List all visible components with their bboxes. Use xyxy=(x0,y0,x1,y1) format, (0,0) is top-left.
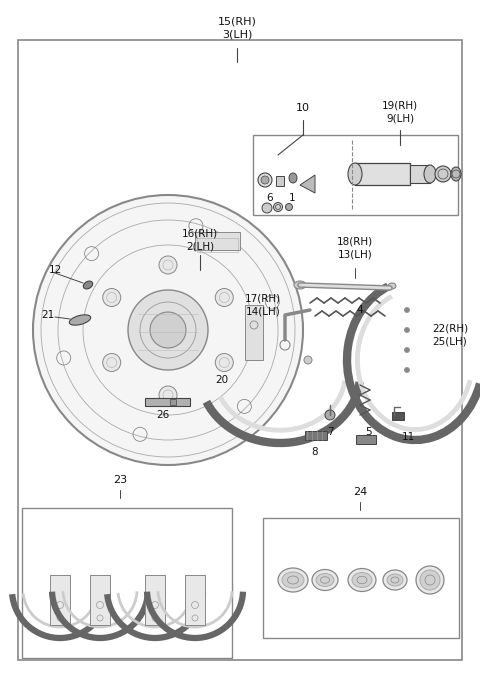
Ellipse shape xyxy=(388,283,396,289)
Circle shape xyxy=(435,166,451,182)
Bar xyxy=(90,575,110,625)
Ellipse shape xyxy=(282,572,304,588)
Ellipse shape xyxy=(84,281,93,289)
Text: 23: 23 xyxy=(113,475,127,485)
Bar xyxy=(50,575,70,625)
Bar xyxy=(276,176,284,186)
Text: 26: 26 xyxy=(156,410,169,420)
Circle shape xyxy=(159,256,177,274)
Bar xyxy=(356,435,376,444)
Circle shape xyxy=(304,356,312,364)
Circle shape xyxy=(258,173,272,187)
Text: 18(RH)
13(LH): 18(RH) 13(LH) xyxy=(337,237,373,259)
Text: 7: 7 xyxy=(327,427,333,437)
Circle shape xyxy=(261,176,269,184)
Ellipse shape xyxy=(416,566,444,594)
Ellipse shape xyxy=(352,572,372,587)
Circle shape xyxy=(159,386,177,404)
Ellipse shape xyxy=(420,570,440,590)
Ellipse shape xyxy=(387,574,403,586)
Circle shape xyxy=(216,354,233,372)
Text: 24: 24 xyxy=(353,487,367,497)
Bar xyxy=(170,399,176,405)
Bar xyxy=(263,518,459,638)
Bar xyxy=(245,305,263,360)
Text: 10: 10 xyxy=(296,103,310,113)
Ellipse shape xyxy=(278,568,308,592)
Text: 19(RH)
9(LH): 19(RH) 9(LH) xyxy=(382,101,418,123)
Circle shape xyxy=(262,203,272,213)
Ellipse shape xyxy=(69,315,91,325)
Bar xyxy=(253,135,458,215)
Ellipse shape xyxy=(316,574,334,587)
Text: 5: 5 xyxy=(365,427,372,437)
Text: 20: 20 xyxy=(216,375,228,385)
Circle shape xyxy=(274,203,283,212)
Bar xyxy=(195,232,240,250)
Text: 15(RH)
3(LH): 15(RH) 3(LH) xyxy=(217,16,256,39)
Text: 21: 21 xyxy=(41,310,55,320)
Ellipse shape xyxy=(294,281,306,289)
Text: 16(RH)
2(LH): 16(RH) 2(LH) xyxy=(182,229,218,251)
Circle shape xyxy=(216,289,233,306)
Text: 1: 1 xyxy=(288,193,295,203)
Bar xyxy=(145,398,190,406)
Text: 6: 6 xyxy=(267,193,273,203)
Circle shape xyxy=(286,203,292,210)
Circle shape xyxy=(103,289,120,306)
Circle shape xyxy=(150,312,186,348)
Text: 8: 8 xyxy=(312,447,318,457)
Circle shape xyxy=(405,308,409,313)
Circle shape xyxy=(405,328,409,333)
Bar xyxy=(392,412,404,420)
Bar xyxy=(355,163,410,185)
Circle shape xyxy=(128,290,208,370)
Ellipse shape xyxy=(348,569,376,592)
Text: 4: 4 xyxy=(357,305,363,315)
Ellipse shape xyxy=(289,173,297,183)
Bar xyxy=(410,165,430,183)
Ellipse shape xyxy=(348,163,362,185)
Bar xyxy=(145,575,165,625)
Polygon shape xyxy=(300,175,315,193)
Ellipse shape xyxy=(451,167,461,181)
Ellipse shape xyxy=(383,570,407,590)
Circle shape xyxy=(33,195,303,465)
Text: 11: 11 xyxy=(401,432,415,442)
Bar xyxy=(185,575,205,625)
Ellipse shape xyxy=(424,165,436,183)
Circle shape xyxy=(103,354,120,372)
Bar xyxy=(197,238,238,252)
Circle shape xyxy=(405,368,409,372)
Ellipse shape xyxy=(312,570,338,591)
Circle shape xyxy=(325,410,335,420)
Text: 12: 12 xyxy=(48,265,61,275)
Bar xyxy=(22,508,232,658)
Text: 22(RH)
25(LH): 22(RH) 25(LH) xyxy=(432,324,468,346)
Text: 17(RH)
14(LH): 17(RH) 14(LH) xyxy=(245,294,281,316)
Bar xyxy=(305,431,327,440)
Circle shape xyxy=(405,348,409,352)
